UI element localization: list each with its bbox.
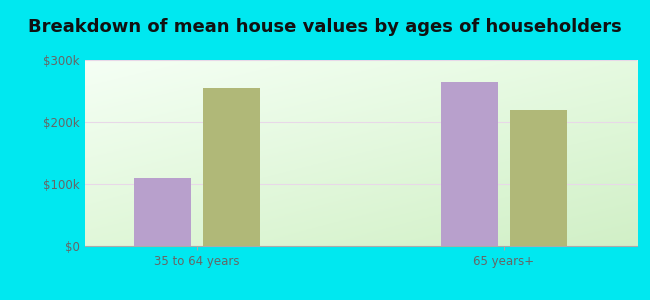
Bar xyxy=(203,88,261,246)
Bar xyxy=(510,110,567,246)
Text: Breakdown of mean house values by ages of householders: Breakdown of mean house values by ages o… xyxy=(28,18,622,36)
Bar xyxy=(441,82,498,246)
Bar xyxy=(134,178,191,246)
